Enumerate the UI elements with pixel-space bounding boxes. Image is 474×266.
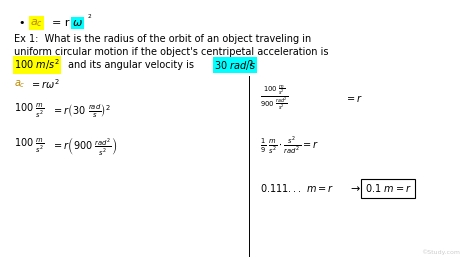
Text: Ex 1:  What is the radius of the orbit of an object traveling in: Ex 1: What is the radius of the orbit of… bbox=[14, 34, 311, 44]
Text: $0.1\ m = r$: $0.1\ m = r$ bbox=[365, 182, 411, 194]
Text: $= r\omega^2$: $= r\omega^2$ bbox=[30, 77, 60, 91]
Text: $a_c$: $a_c$ bbox=[30, 17, 43, 29]
Text: $100\ \frac{m}{s^2}$: $100\ \frac{m}{s^2}$ bbox=[14, 137, 45, 155]
Text: $0.111...\ m = r$: $0.111...\ m = r$ bbox=[260, 182, 334, 194]
Text: ©Study.com: ©Study.com bbox=[421, 249, 460, 255]
Text: $30\ rad/s$: $30\ rad/s$ bbox=[214, 59, 256, 72]
Text: = r: = r bbox=[52, 18, 70, 28]
Text: ?: ? bbox=[247, 60, 252, 70]
Text: $= r$: $= r$ bbox=[345, 93, 364, 103]
Text: and its angular velocity is: and its angular velocity is bbox=[68, 60, 194, 70]
Text: $\frac{1}{9}\ \frac{m}{s^2} \cdot \frac{s^2}{rad^2} = r$: $\frac{1}{9}\ \frac{m}{s^2} \cdot \frac{… bbox=[260, 136, 319, 156]
Text: $\rightarrow$: $\rightarrow$ bbox=[348, 183, 361, 193]
Text: $100\ \frac{m}{s^2}$: $100\ \frac{m}{s^2}$ bbox=[14, 102, 45, 120]
Text: uniform circular motion if the object's centripetal acceleration is: uniform circular motion if the object's … bbox=[14, 47, 328, 57]
Text: $= r\left(30\ \frac{rad}{s}\right)^2$: $= r\left(30\ \frac{rad}{s}\right)^2$ bbox=[52, 102, 111, 119]
Text: $\omega$: $\omega$ bbox=[72, 18, 83, 28]
Text: •: • bbox=[18, 18, 25, 28]
Text: $a_c$: $a_c$ bbox=[14, 78, 26, 90]
Text: $= r\left(900\ \frac{rad^2}{s^2}\right)$: $= r\left(900\ \frac{rad^2}{s^2}\right)$ bbox=[52, 135, 117, 157]
Text: $^2$: $^2$ bbox=[87, 14, 92, 23]
Text: $\frac{100\ \frac{m}{s^2}}{900\ \frac{rad^2}{s^2}}$: $\frac{100\ \frac{m}{s^2}}{900\ \frac{ra… bbox=[260, 84, 289, 112]
Text: $100\ m/s^2$: $100\ m/s^2$ bbox=[14, 58, 60, 72]
